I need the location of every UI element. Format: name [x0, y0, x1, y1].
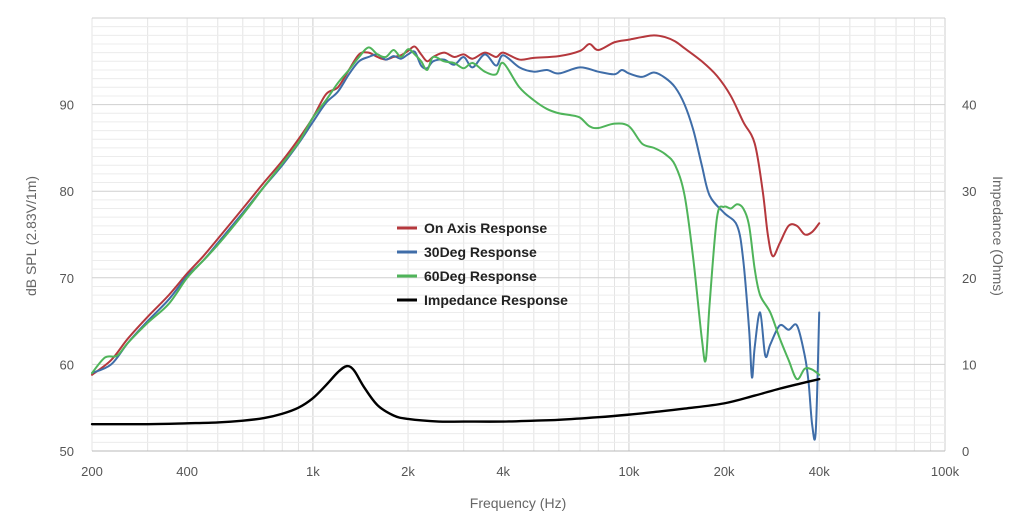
series-line-60deg-response: [91, 46, 821, 381]
legend-label-on-axis-response: On Axis Response: [424, 220, 547, 236]
y2-tick-label: 0: [962, 444, 969, 459]
x-axis-title: Frequency (Hz): [470, 495, 566, 511]
series-lines: [90, 34, 821, 441]
legend-label-60deg-response: 60Deg Response: [424, 268, 537, 284]
x-tick-label: 10k: [618, 464, 639, 479]
x-tick-label: 200: [81, 464, 103, 479]
y2-tick-label: 40: [962, 98, 976, 113]
grid-lines: [91, 17, 946, 452]
legend-label-impedance-response: Impedance Response: [424, 292, 568, 308]
x-tick-label: 400: [176, 464, 198, 479]
y2-tick-label: 30: [962, 184, 976, 199]
x-tick-label: 2k: [401, 464, 415, 479]
y-axis-left-ticks: 50 60 70 80 90: [60, 98, 74, 459]
x-tick-label: 20k: [714, 464, 735, 479]
x-tick-label: 100k: [931, 464, 960, 479]
y2-tick-label: 10: [962, 357, 976, 372]
x-tick-label: 40k: [809, 464, 830, 479]
legend: On Axis Response 30Deg Response 60Deg Resp…: [397, 220, 568, 308]
x-tick-label: 1k: [306, 464, 320, 479]
y2-axis-title: Impedance (Ohms): [990, 176, 1006, 296]
y-tick-label: 70: [60, 271, 74, 286]
x-tick-label: 4k: [496, 464, 510, 479]
y-axis-title: dB SPL (2.83V/1m): [23, 176, 39, 296]
y2-tick-label: 20: [962, 271, 976, 286]
legend-label-30deg-response: 30Deg Response: [424, 244, 537, 260]
y-axis-right-ticks: 0 10 20 30 40: [962, 98, 976, 459]
series-line-impedance-response: [90, 364, 821, 426]
x-axis-ticks: 200 400 1k 2k 4k 10k 20k 40k 100k: [81, 464, 959, 479]
y-tick-label: 60: [60, 357, 74, 372]
y-tick-label: 80: [60, 184, 74, 199]
y-tick-label: 50: [60, 444, 74, 459]
series-line-on-axis-response: [91, 34, 821, 376]
y-tick-label: 90: [60, 98, 74, 113]
